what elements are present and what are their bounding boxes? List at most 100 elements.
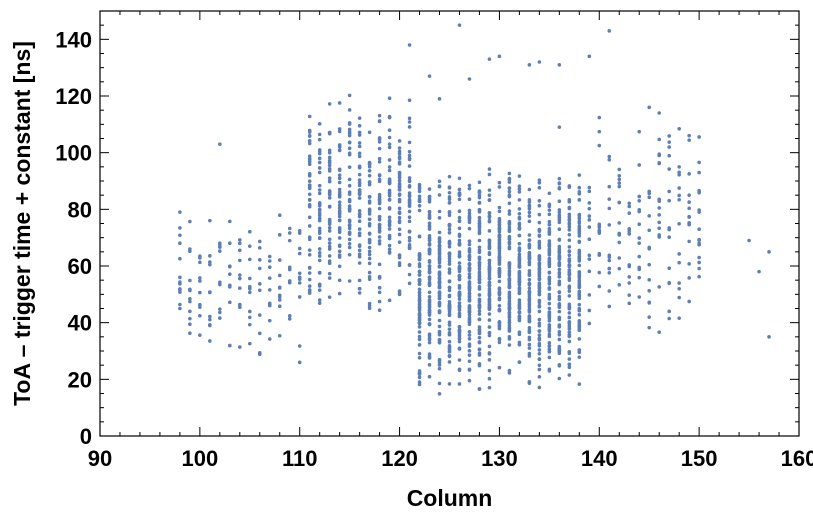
data-point (397, 174, 402, 178)
data-point (617, 256, 622, 260)
data-point (427, 213, 432, 217)
data-point (507, 186, 512, 191)
data-point (577, 173, 582, 177)
data-point (627, 204, 632, 209)
data-point (367, 199, 372, 204)
data-point (267, 337, 272, 341)
data-point (267, 254, 272, 259)
data-point (397, 178, 402, 183)
data-point (367, 256, 372, 261)
y-tick-label: 120 (55, 84, 92, 109)
data-point (377, 285, 382, 290)
data-point (228, 300, 232, 305)
data-point (188, 288, 192, 293)
data-point (397, 206, 402, 211)
data-point (307, 271, 312, 275)
data-point (337, 209, 342, 213)
data-point (317, 132, 322, 137)
data-point (357, 233, 362, 238)
data-point (537, 258, 542, 262)
data-point (188, 316, 192, 321)
data-point (527, 205, 532, 209)
data-point (507, 193, 512, 197)
data-point (507, 281, 512, 285)
data-point (267, 265, 272, 269)
data-point (417, 262, 422, 266)
data-point (537, 234, 542, 238)
data-point (527, 294, 532, 298)
data-point (577, 216, 582, 220)
data-point (447, 327, 452, 331)
data-point (467, 276, 472, 280)
data-point (257, 239, 262, 244)
data-point (647, 247, 652, 251)
data-point (477, 221, 482, 226)
data-point (327, 229, 332, 233)
data-point (447, 190, 452, 195)
data-point (208, 262, 212, 267)
data-point (507, 299, 512, 304)
data-point (317, 301, 322, 305)
data-point (387, 243, 392, 248)
y-tick-label: 40 (68, 311, 92, 336)
data-point (417, 305, 422, 309)
data-point (617, 184, 622, 189)
data-point (427, 74, 432, 78)
data-point (677, 170, 681, 175)
data-point (637, 275, 642, 280)
data-point (387, 247, 392, 251)
data-point (457, 219, 462, 223)
data-point (228, 241, 232, 246)
data-point (347, 93, 352, 98)
data-point (457, 252, 462, 257)
data-point (627, 293, 632, 297)
data-point (577, 256, 582, 261)
data-point (497, 257, 502, 261)
data-point (437, 366, 442, 371)
data-point (397, 291, 402, 296)
data-point (337, 218, 342, 223)
data-point (297, 246, 302, 251)
data-point (347, 190, 352, 194)
data-point (457, 232, 462, 237)
data-point (577, 278, 582, 283)
data-point (357, 196, 362, 200)
data-point (257, 266, 262, 271)
data-point (507, 310, 512, 315)
x-tick-label: 130 (481, 446, 518, 471)
data-point (247, 286, 252, 291)
data-point (467, 344, 472, 348)
data-point (198, 290, 202, 295)
data-point (487, 376, 492, 381)
data-point (357, 164, 362, 169)
data-point (577, 337, 582, 341)
data-point (497, 209, 502, 214)
data-point (407, 246, 412, 250)
data-point (567, 330, 572, 334)
data-point (267, 318, 272, 323)
data-point (647, 228, 652, 233)
data-point (377, 308, 382, 313)
data-point (467, 319, 472, 324)
data-point (397, 215, 402, 220)
data-point (427, 322, 432, 327)
data-point (507, 212, 512, 216)
data-point (397, 253, 402, 257)
data-point (317, 218, 322, 223)
data-point (527, 233, 532, 237)
data-point (447, 262, 452, 266)
data-point (367, 169, 372, 173)
data-point (347, 183, 352, 188)
data-point (317, 166, 322, 170)
data-point (347, 131, 352, 136)
data-point (577, 231, 582, 235)
data-point (687, 239, 691, 244)
data-point (407, 219, 412, 224)
data-point (687, 172, 691, 176)
data-point (477, 361, 482, 366)
data-point (537, 333, 542, 337)
data-point (557, 376, 562, 381)
data-point (437, 309, 442, 313)
data-point (337, 291, 342, 296)
data-point (417, 330, 422, 334)
